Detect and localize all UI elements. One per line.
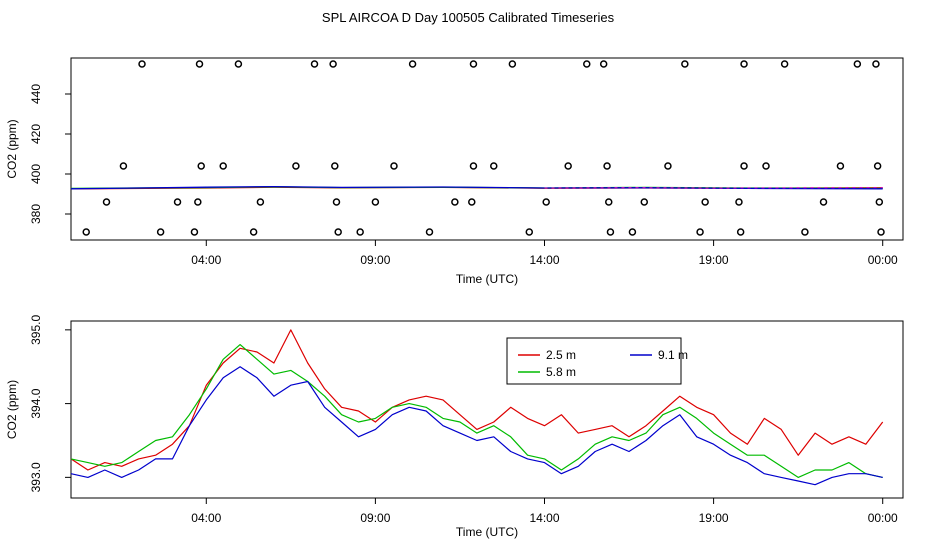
- bottom-y-tick-label: 395.0: [29, 315, 43, 345]
- top-outlier-point: [736, 228, 745, 236]
- top-outlier-point: [310, 60, 319, 68]
- top-panel: 04:00 09:00 14:00 19:00 00:00 380 400 420 440 Tim…: [5, 57, 904, 286]
- top-outlier-point: [331, 162, 339, 170]
- bottom-panel: 04:00 09:00 14:00 19:00 00:00 393.0 394.0 395.0…: [5, 315, 904, 539]
- top-plot-frame: [70, 57, 904, 241]
- top-outlier-point: [102, 198, 111, 206]
- top-outlier-point: [173, 198, 182, 206]
- top-outlier-point: [371, 198, 380, 206]
- chart-title: SPL AIRCOA D Day 100505 Calibrated Times…: [322, 10, 615, 25]
- top-x-tick-label: 14:00: [529, 253, 559, 267]
- top-outlier-point: [82, 228, 90, 236]
- top-outlier-point: [469, 60, 478, 68]
- top-outlier-point: [664, 162, 672, 170]
- top-y-axis-label: CO2 (ppm): [5, 119, 19, 178]
- top-outlier-point: [408, 60, 417, 68]
- bottom-series-line: [70, 366, 883, 486]
- top-outlier-point: [334, 228, 342, 236]
- bottom-x-tick-label: 19:00: [699, 511, 729, 525]
- top-outlier-point: [564, 162, 572, 170]
- legend-label: 9.1 m: [658, 348, 688, 362]
- top-x-tick-label: 00:00: [868, 253, 898, 267]
- top-y-tick-label: 420: [29, 124, 43, 144]
- bottom-series-line: [70, 329, 884, 471]
- bottom-x-tick-label: 14:00: [529, 511, 559, 525]
- bottom-y-tick-label: 393.0: [29, 462, 43, 492]
- top-outlier-point: [696, 228, 704, 236]
- top-outlier-point: [190, 228, 199, 236]
- top-y-tick-label: 440: [29, 84, 43, 104]
- top-outlier-point: [681, 60, 689, 68]
- top-outlier-point: [292, 162, 300, 170]
- top-outlier-point: [138, 60, 146, 68]
- top-outlier-point: [542, 198, 550, 206]
- bottom-series-line: [70, 344, 883, 478]
- top-outlier-point: [640, 198, 649, 206]
- bottom-x-tick-label: 09:00: [360, 511, 390, 525]
- top-outlier-point: [603, 162, 611, 170]
- top-outlier-point: [853, 60, 862, 68]
- top-outlier-point: [356, 228, 364, 236]
- top-outlier-point: [780, 60, 789, 68]
- top-outlier-point: [762, 162, 770, 170]
- top-x-tick-label: 04:00: [191, 253, 221, 267]
- bottom-plot-frame: [70, 320, 904, 499]
- top-outlier-point: [740, 60, 748, 68]
- top-outlier-point: [390, 162, 398, 170]
- top-outlier-point: [234, 60, 243, 68]
- top-outlier-point: [872, 60, 880, 68]
- top-outlier-point: [119, 162, 128, 170]
- top-outlier-point: [332, 198, 341, 206]
- top-x-tick-label: 19:00: [699, 253, 729, 267]
- bottom-legend: 2.5 m 5.8 m 9.1 m: [506, 337, 688, 385]
- top-outlier-point: [329, 60, 337, 68]
- top-outlier-point: [490, 162, 498, 170]
- top-outlier-point: [156, 228, 165, 236]
- top-y-tick-label: 380: [29, 204, 43, 224]
- top-outlier-point: [873, 162, 882, 170]
- top-outlier-point: [605, 198, 613, 206]
- top-outlier-point: [735, 198, 743, 206]
- top-outlier-point: [508, 60, 517, 68]
- top-outlier-point: [469, 162, 478, 170]
- top-outlier-point: [468, 198, 476, 206]
- top-outlier-point: [740, 162, 748, 170]
- top-outlier-point: [195, 60, 204, 68]
- top-outlier-point: [606, 228, 615, 236]
- top-outlier-point: [219, 162, 227, 170]
- legend-label: 5.8 m: [546, 365, 576, 379]
- top-outlier-point: [425, 228, 434, 236]
- top-outlier-point: [701, 198, 709, 206]
- top-y-tick-label: 400: [29, 164, 43, 184]
- legend-label: 2.5 m: [546, 348, 576, 362]
- top-x-tick-label: 09:00: [360, 253, 390, 267]
- top-outlier-point: [249, 228, 258, 236]
- bottom-x-axis-label: Time (UTC): [456, 525, 518, 539]
- top-outlier-point: [194, 198, 202, 206]
- bottom-x-tick-label: 00:00: [868, 511, 898, 525]
- top-outlier-point: [525, 228, 534, 236]
- legend-box: [506, 337, 682, 385]
- bottom-y-axis-label: CO2 (ppm): [5, 380, 19, 439]
- top-outlier-point: [451, 198, 459, 206]
- top-outlier-point: [599, 60, 608, 68]
- top-outlier-point: [583, 60, 591, 68]
- bottom-y-tick-label: 394.0: [29, 388, 43, 418]
- top-outlier-point: [801, 228, 809, 236]
- top-outlier-point: [256, 198, 265, 206]
- top-outlier-point: [836, 162, 845, 170]
- top-outlier-point: [877, 228, 885, 236]
- top-outlier-point: [819, 198, 828, 206]
- bottom-x-tick-label: 04:00: [191, 511, 221, 525]
- top-outlier-point: [875, 198, 884, 206]
- top-outlier-point: [628, 228, 637, 236]
- top-x-axis-label: Time (UTC): [456, 272, 518, 286]
- top-outlier-point: [197, 162, 205, 170]
